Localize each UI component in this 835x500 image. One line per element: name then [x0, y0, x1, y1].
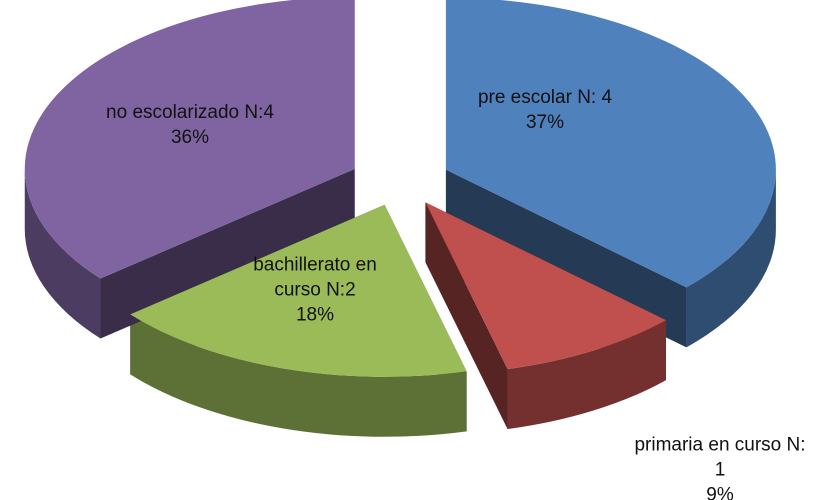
category-label: no escolarizado N:4: [106, 102, 274, 123]
value-label: 37%: [525, 112, 565, 133]
slice-side: [24, 168, 101, 339]
slice-side: [686, 169, 776, 348]
slice-label: bachillerato en curso N:2 18%: [230, 253, 400, 328]
slice-label: primaria en curso N: 1 9%: [630, 433, 810, 500]
value-label: 9%: [706, 484, 734, 500]
slice-wall: [100, 168, 355, 339]
slice: [130, 204, 467, 377]
slice-side: [507, 320, 667, 430]
category-label: bachillerato en curso N:2: [253, 254, 377, 301]
slice: [425, 202, 667, 370]
value-label: 36%: [170, 127, 210, 148]
category-label: pre escolar N: 4: [477, 87, 613, 108]
slice: [24, 0, 355, 279]
slice-wall: [425, 202, 508, 430]
slice: [445, 0, 776, 288]
category-label: primaria en curso N: 1: [634, 434, 806, 481]
slice-side: [130, 314, 467, 437]
slice-label: pre escolar N: 4 37%: [450, 85, 640, 135]
value-label: 18%: [295, 304, 335, 326]
slice-label: no escolarizado N:4 36%: [75, 100, 305, 150]
